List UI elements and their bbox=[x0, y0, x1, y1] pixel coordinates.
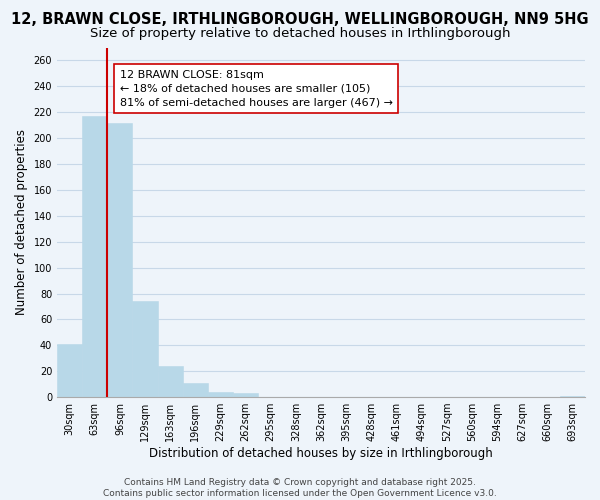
Bar bbox=[107, 122, 133, 397]
Bar bbox=[57, 344, 82, 397]
Bar bbox=[133, 302, 158, 397]
Text: Size of property relative to detached houses in Irthlingborough: Size of property relative to detached ho… bbox=[90, 28, 510, 40]
Bar bbox=[208, 392, 233, 397]
Bar bbox=[233, 393, 258, 397]
Bar bbox=[183, 383, 208, 397]
Text: 12, BRAWN CLOSE, IRTHLINGBOROUGH, WELLINGBOROUGH, NN9 5HG: 12, BRAWN CLOSE, IRTHLINGBOROUGH, WELLIN… bbox=[11, 12, 589, 28]
Bar bbox=[82, 116, 107, 397]
Bar bbox=[560, 396, 585, 397]
X-axis label: Distribution of detached houses by size in Irthlingborough: Distribution of detached houses by size … bbox=[149, 447, 493, 460]
Bar bbox=[158, 366, 183, 397]
Text: Contains HM Land Registry data © Crown copyright and database right 2025.
Contai: Contains HM Land Registry data © Crown c… bbox=[103, 478, 497, 498]
Y-axis label: Number of detached properties: Number of detached properties bbox=[15, 130, 28, 316]
Text: 12 BRAWN CLOSE: 81sqm
← 18% of detached houses are smaller (105)
81% of semi-det: 12 BRAWN CLOSE: 81sqm ← 18% of detached … bbox=[120, 70, 393, 108]
